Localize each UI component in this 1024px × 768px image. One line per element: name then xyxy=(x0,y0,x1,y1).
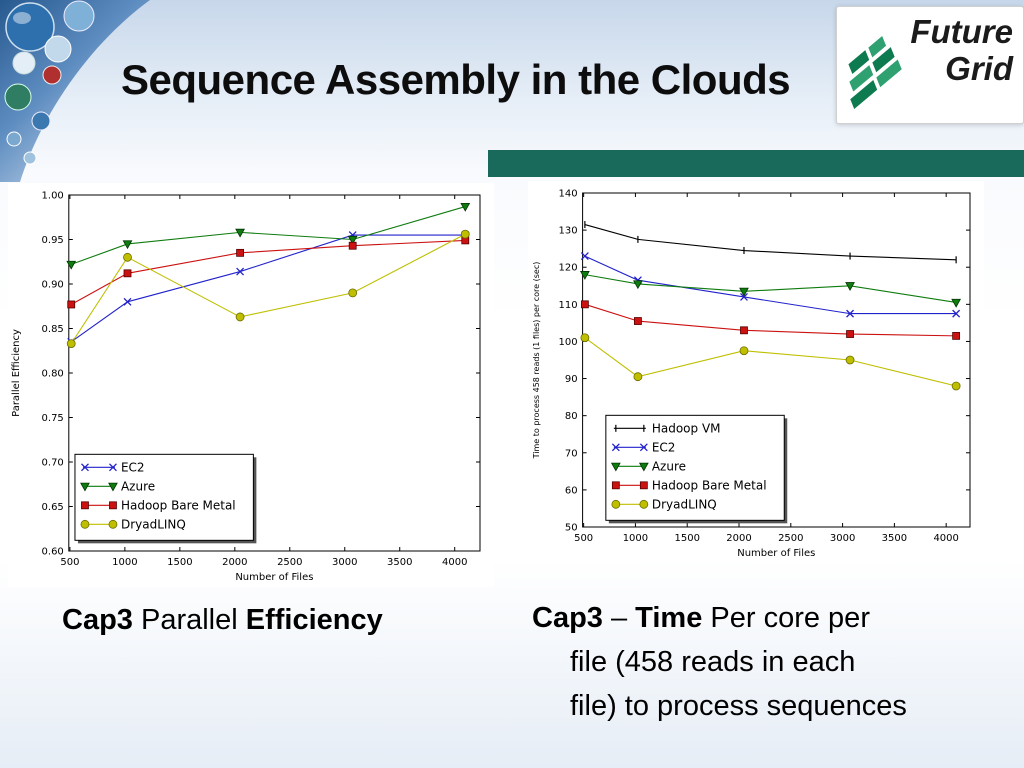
svg-text:0.75: 0.75 xyxy=(42,413,64,424)
svg-text:0.95: 0.95 xyxy=(42,235,64,246)
svg-text:120: 120 xyxy=(559,263,578,274)
svg-text:Hadoop Bare Metal: Hadoop Bare Metal xyxy=(121,498,236,512)
caption-right: Cap3 – Time Per core per file (458 reads… xyxy=(532,596,907,728)
caption-left-bold1: Cap3 xyxy=(62,604,133,636)
svg-text:EC2: EC2 xyxy=(652,440,676,454)
svg-text:Number of Files: Number of Files xyxy=(235,572,313,583)
svg-text:90: 90 xyxy=(565,374,578,385)
svg-text:0.80: 0.80 xyxy=(42,369,64,380)
svg-text:Number of Files: Number of Files xyxy=(737,548,815,559)
svg-text:110: 110 xyxy=(559,300,578,311)
svg-text:Hadoop VM: Hadoop VM xyxy=(652,421,721,435)
svg-text:0.85: 0.85 xyxy=(42,324,64,335)
svg-text:Azure: Azure xyxy=(121,479,155,493)
svg-text:Parallel Efficiency: Parallel Efficiency xyxy=(11,329,22,417)
logo-text: Future Grid xyxy=(910,13,1013,87)
caption-right-normal1: – xyxy=(602,602,636,634)
svg-text:500: 500 xyxy=(574,533,593,544)
svg-text:140: 140 xyxy=(559,189,578,200)
svg-text:2000: 2000 xyxy=(726,533,751,544)
svg-text:EC2: EC2 xyxy=(121,460,145,474)
logo-line2: Grid xyxy=(945,50,1013,87)
svg-text:3000: 3000 xyxy=(830,533,855,544)
svg-text:3500: 3500 xyxy=(387,557,412,568)
svg-text:1500: 1500 xyxy=(167,557,192,568)
logo-line1: Future xyxy=(910,13,1013,50)
caption-left-normal1: Parallel xyxy=(132,604,246,636)
svg-text:3500: 3500 xyxy=(882,533,907,544)
globes-decoration xyxy=(0,0,150,182)
svg-text:130: 130 xyxy=(559,226,578,237)
svg-text:2000: 2000 xyxy=(222,557,247,568)
caption-right-line2: file (458 reads in each xyxy=(570,646,856,678)
slide-title: Sequence Assembly in the Clouds xyxy=(121,56,791,103)
caption-left: Cap3 Parallel Efficiency xyxy=(62,604,383,637)
caption-right-bold2: Time xyxy=(635,602,703,634)
svg-text:0.65: 0.65 xyxy=(42,502,64,513)
svg-text:2500: 2500 xyxy=(277,557,302,568)
caption-right-bold1: Cap3 xyxy=(532,602,603,634)
svg-text:500: 500 xyxy=(60,557,79,568)
svg-text:60: 60 xyxy=(565,485,578,496)
caption-right-line1: Cap3 – Time Per core per xyxy=(532,596,907,640)
svg-text:Azure: Azure xyxy=(652,459,686,473)
svg-text:80: 80 xyxy=(565,411,578,422)
svg-text:50: 50 xyxy=(565,523,578,534)
svg-text:70: 70 xyxy=(565,448,578,459)
svg-text:Time to process 458 reads (1 f: Time to process 458 reads (1 files) per … xyxy=(532,262,541,460)
svg-text:100: 100 xyxy=(559,337,578,348)
svg-text:2500: 2500 xyxy=(778,533,803,544)
svg-text:4000: 4000 xyxy=(442,557,467,568)
svg-text:DryadLINQ: DryadLINQ xyxy=(121,517,186,531)
teal-divider-band xyxy=(488,150,1024,177)
caption-left-bold2: Efficiency xyxy=(245,604,383,636)
svg-text:4000: 4000 xyxy=(933,533,958,544)
futuregrid-logo: Future Grid xyxy=(836,6,1024,124)
svg-text:1.00: 1.00 xyxy=(42,191,64,202)
caption-right-line3: file) to process sequences xyxy=(570,690,907,722)
parallel-efficiency-chart: 500 1000 1500 2000 2500 3000 3500 4000 0.60 0.65 0… xyxy=(8,183,494,587)
time-per-core-chart: 500 1000 1500 2000 2500 3000 3500 4000 50 60 70 80 9… xyxy=(528,181,984,563)
cap3-time-per-core-svg: 500 1000 1500 2000 2500 3000 3500 4000 50 60 70 80 9… xyxy=(532,189,971,559)
svg-text:DryadLINQ: DryadLINQ xyxy=(652,497,717,511)
logo-grid-icon xyxy=(848,36,902,110)
svg-text:0.60: 0.60 xyxy=(42,547,64,558)
svg-text:0.90: 0.90 xyxy=(42,280,64,291)
cap3-parallel-efficiency-svg: 500 1000 1500 2000 2500 3000 3500 4000 0.60 0.65 0… xyxy=(11,191,481,583)
svg-text:0.70: 0.70 xyxy=(42,458,64,469)
svg-text:3000: 3000 xyxy=(332,557,357,568)
svg-text:1500: 1500 xyxy=(674,533,699,544)
caption-right-normal2: Per core per xyxy=(702,602,870,634)
svg-text:Hadoop Bare Metal: Hadoop Bare Metal xyxy=(652,478,767,492)
svg-text:1000: 1000 xyxy=(623,533,648,544)
svg-text:1000: 1000 xyxy=(112,557,137,568)
